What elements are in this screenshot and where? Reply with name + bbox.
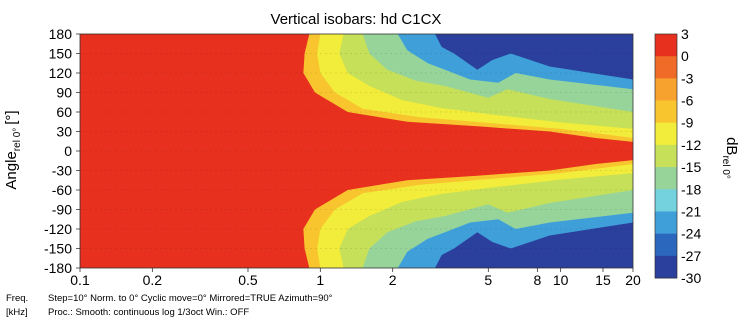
y-axis-label-sub: rel 0° — [12, 128, 23, 151]
x-tick-label: 15 — [595, 272, 611, 288]
x-axis-label-unit: [kHz] — [6, 307, 28, 318]
x-axis-ticks: 0.1 0.2 0.5 1 2 5 8 10 15 20 — [70, 268, 641, 288]
x-tick-label: 2 — [389, 272, 397, 288]
x-tick-label: 0.5 — [238, 272, 258, 288]
y-tick-label: 60 — [56, 104, 72, 120]
colorbar-segment — [655, 56, 677, 79]
x-tick-label: 0.1 — [70, 272, 90, 288]
x-tick-label: 10 — [553, 272, 569, 288]
colorbar-segment — [655, 34, 677, 57]
x-tick-label: 8 — [533, 272, 541, 288]
y-tick-label: 150 — [49, 46, 73, 62]
colorbar-tick-label: -9 — [681, 115, 694, 131]
colorbar-segment — [655, 100, 677, 124]
colorbar-segment — [655, 144, 677, 168]
colorbar-segment — [655, 167, 677, 190]
y-axis-label-unit: [°] — [3, 110, 20, 124]
y-axis-ticks: 180 150 120 90 60 30 0 -30 -60 -90 -120 -150 -180 — [44, 26, 80, 276]
plot-area — [80, 34, 633, 268]
colorbar-tick-label: 3 — [681, 26, 689, 42]
colorbar-frame — [654, 33, 678, 279]
colorbar-label-sub: rel 0° — [720, 155, 731, 178]
chart-title: Vertical isobars: hd C1CX — [271, 11, 442, 28]
colorbar-tick-label: -6 — [681, 93, 694, 109]
x-tick-label: 0.2 — [143, 272, 163, 288]
x-tick-label: 20 — [625, 272, 641, 288]
colorbar-segment — [655, 233, 677, 257]
colorbar-tick-label: -15 — [681, 159, 701, 175]
colorbar-segment — [655, 189, 677, 212]
y-axis-label: Anglerel 0° [°] — [3, 110, 23, 189]
colorbar-segment — [655, 122, 677, 146]
y-tick-label: 180 — [49, 26, 73, 42]
colorbar-label-main: dB — [723, 137, 740, 155]
colorbar-tick-label: -12 — [681, 137, 701, 153]
colorbar-segment — [655, 78, 677, 102]
y-tick-label: -90 — [52, 202, 72, 218]
x-tick-label: 5 — [484, 272, 492, 288]
info-line-1: Step=10° Norm. to 0° Cyclic move=0° Mirr… — [48, 293, 333, 304]
colorbar-label: dBrel 0° — [720, 137, 740, 179]
y-tick-label: -30 — [52, 163, 72, 179]
y-axis-label-main: Angle — [3, 151, 20, 189]
colorbar-segment — [655, 255, 677, 279]
colorbar: 3 0 -3 -6 -9 -12 -15 -18 -21 -24 -27 -30 — [654, 26, 701, 286]
contour-region-lower — [434, 222, 633, 268]
info-line-2: Proc.: Smooth: continuous log 1/3oct Win… — [48, 307, 249, 318]
y-tick-label: -150 — [44, 241, 72, 257]
x-axis-label-freq: Freq. — [6, 293, 28, 304]
colorbar-tick-label: 0 — [681, 48, 689, 64]
x-tick-label: 1 — [316, 272, 324, 288]
colorbar-tick-label: -3 — [681, 70, 694, 86]
y-tick-label: 120 — [49, 65, 73, 81]
colorbar-tick-label: -27 — [681, 248, 701, 264]
colorbar-tick-label: -18 — [681, 181, 701, 197]
y-tick-label: -120 — [44, 221, 72, 237]
y-tick-label: -180 — [44, 260, 72, 276]
y-tick-label: 90 — [56, 85, 72, 101]
y-tick-label: -60 — [52, 182, 72, 198]
y-tick-label: 30 — [56, 124, 72, 140]
colorbar-tick-label: -21 — [681, 203, 701, 219]
contour-region-upper — [434, 34, 633, 80]
colorbar-tick-label: -24 — [681, 226, 701, 242]
y-tick-label: 0 — [64, 143, 72, 159]
colorbar-segment — [655, 211, 677, 235]
colorbar-tick-label: -30 — [681, 270, 701, 286]
